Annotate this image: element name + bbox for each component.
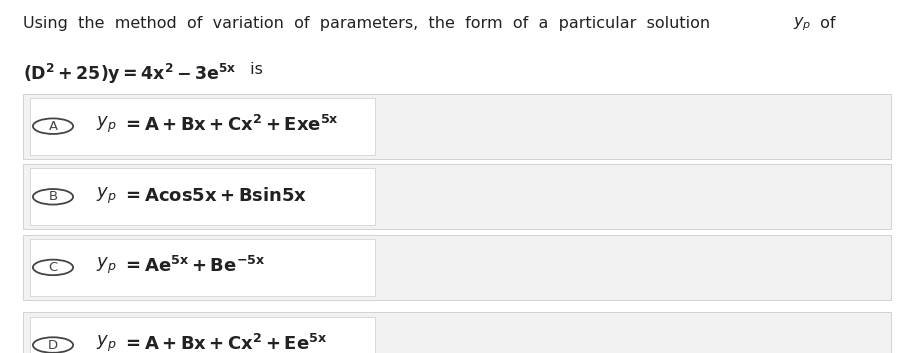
FancyBboxPatch shape (23, 164, 891, 229)
FancyBboxPatch shape (30, 168, 375, 225)
FancyBboxPatch shape (23, 94, 891, 159)
Text: $\mathit{y_p}$: $\mathit{y_p}$ (793, 16, 812, 34)
Text: $\mathit{y}_\mathit{p}$: $\mathit{y}_\mathit{p}$ (96, 115, 116, 135)
FancyBboxPatch shape (30, 239, 375, 296)
Text: B: B (48, 190, 58, 203)
Text: is: is (245, 62, 263, 77)
Text: D: D (48, 339, 58, 352)
Text: $\mathit{y}_\mathit{p}$: $\mathit{y}_\mathit{p}$ (96, 256, 116, 276)
FancyBboxPatch shape (23, 312, 891, 353)
Text: Using  the  method  of  variation  of  parameters,  the  form  of  a  particular: Using the method of variation of paramet… (23, 16, 715, 31)
Text: $\mathit{y}_\mathit{p}$: $\mathit{y}_\mathit{p}$ (96, 334, 116, 353)
FancyBboxPatch shape (30, 98, 375, 155)
Text: A: A (48, 120, 58, 133)
FancyBboxPatch shape (30, 317, 375, 353)
Text: $\mathbf{= A + Bx + Cx^2 + Ee^{5x}}$: $\mathbf{= A + Bx + Cx^2 + Ee^{5x}}$ (122, 334, 327, 353)
Text: $\mathbf{= Acos5x + Bsin5x}$: $\mathbf{= Acos5x + Bsin5x}$ (122, 187, 307, 205)
Text: $\mathit{y}_\mathit{p}$: $\mathit{y}_\mathit{p}$ (96, 186, 116, 206)
Text: of: of (815, 16, 835, 31)
Text: C: C (48, 261, 58, 274)
FancyBboxPatch shape (23, 235, 891, 300)
Text: $\mathbf{= A + Bx + Cx^2 + Exe^{5x}}$: $\mathbf{= A + Bx + Cx^2 + Exe^{5x}}$ (122, 115, 338, 135)
Text: $\mathbf{= Ae^{5x} + Be^{-5x}}$: $\mathbf{= Ae^{5x} + Be^{-5x}}$ (122, 256, 265, 276)
Text: $\bf{(D^2+25)y=4x^2-3e^{5x}}$: $\bf{(D^2+25)y=4x^2-3e^{5x}}$ (23, 62, 237, 86)
